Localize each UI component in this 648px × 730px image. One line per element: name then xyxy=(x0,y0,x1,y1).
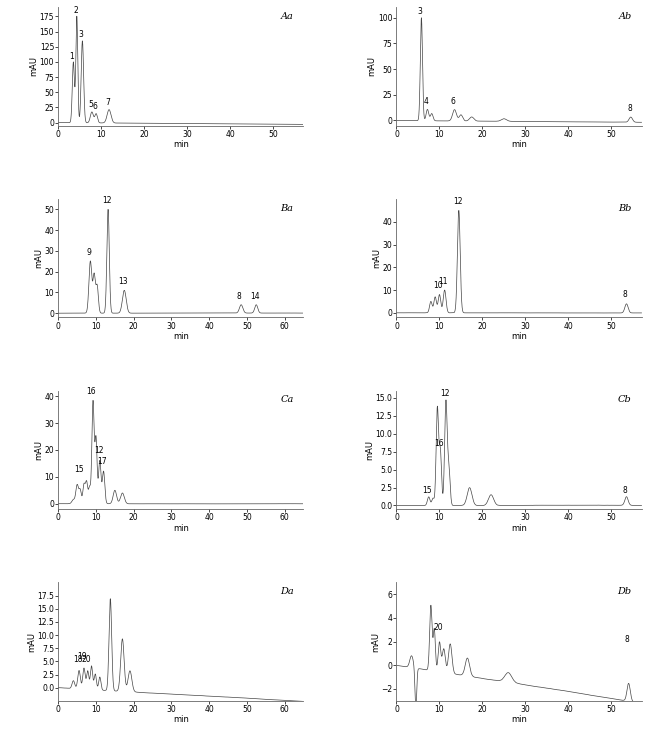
Text: 15: 15 xyxy=(74,465,84,474)
Text: 14: 14 xyxy=(250,292,260,301)
Text: 8: 8 xyxy=(627,104,632,113)
Y-axis label: mAU: mAU xyxy=(29,56,38,77)
X-axis label: min: min xyxy=(173,140,189,149)
Text: 8: 8 xyxy=(625,635,630,644)
Text: 19: 19 xyxy=(78,653,87,661)
Text: Da: Da xyxy=(280,587,294,596)
Text: 11: 11 xyxy=(439,277,448,285)
Y-axis label: mAU: mAU xyxy=(34,248,43,268)
Text: Bb: Bb xyxy=(618,204,632,212)
Y-axis label: mAU: mAU xyxy=(27,631,36,652)
Text: 20: 20 xyxy=(434,623,443,632)
X-axis label: min: min xyxy=(511,715,527,724)
Text: 6: 6 xyxy=(451,97,456,106)
Text: 8: 8 xyxy=(623,485,627,495)
Text: 18: 18 xyxy=(73,655,82,664)
Text: 7: 7 xyxy=(106,98,110,107)
X-axis label: min: min xyxy=(173,715,189,724)
Text: 16: 16 xyxy=(87,387,97,396)
Text: 1: 1 xyxy=(69,52,74,61)
Text: 9: 9 xyxy=(86,248,91,257)
Text: 12: 12 xyxy=(453,197,462,206)
Text: Ca: Ca xyxy=(280,396,294,404)
Text: 12: 12 xyxy=(102,196,111,205)
Text: Ba: Ba xyxy=(281,204,294,212)
Text: 2: 2 xyxy=(73,6,78,15)
Text: 6: 6 xyxy=(93,102,97,111)
X-axis label: min: min xyxy=(173,523,189,533)
Text: 3: 3 xyxy=(78,31,84,39)
Y-axis label: mAU: mAU xyxy=(372,248,381,268)
X-axis label: min: min xyxy=(511,332,527,341)
Text: Ab: Ab xyxy=(618,12,632,21)
Text: 13: 13 xyxy=(118,277,128,286)
Y-axis label: mAU: mAU xyxy=(371,631,380,652)
Text: Cb: Cb xyxy=(618,396,632,404)
Text: 20: 20 xyxy=(82,655,91,664)
X-axis label: min: min xyxy=(173,332,189,341)
Y-axis label: mAU: mAU xyxy=(367,56,376,77)
Text: 12: 12 xyxy=(440,389,449,398)
Text: 4: 4 xyxy=(424,97,428,106)
Text: Aa: Aa xyxy=(281,12,294,21)
Y-axis label: mAU: mAU xyxy=(34,440,43,460)
Text: 3: 3 xyxy=(418,7,422,15)
Text: 16: 16 xyxy=(434,439,443,448)
X-axis label: min: min xyxy=(511,523,527,533)
Y-axis label: mAU: mAU xyxy=(365,440,374,460)
Text: 17: 17 xyxy=(98,457,107,466)
Text: 15: 15 xyxy=(422,485,432,495)
X-axis label: min: min xyxy=(511,140,527,149)
Text: 10: 10 xyxy=(433,281,443,290)
Text: 8: 8 xyxy=(623,290,627,299)
Text: Db: Db xyxy=(618,587,632,596)
Text: 8: 8 xyxy=(237,292,242,301)
Text: 12: 12 xyxy=(94,446,104,456)
Text: 5: 5 xyxy=(88,100,93,110)
